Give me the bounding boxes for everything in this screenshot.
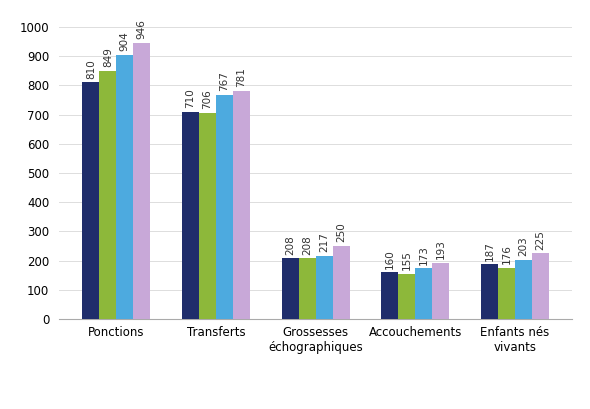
Bar (481, 264, 498, 319)
Bar (415, 268, 432, 319)
Text: 155: 155 (402, 250, 412, 270)
Bar (515, 260, 532, 319)
Bar (299, 258, 316, 319)
Text: 810: 810 (86, 59, 96, 79)
Text: 849: 849 (103, 47, 113, 67)
Bar (382, 272, 398, 319)
Text: 250: 250 (336, 223, 346, 243)
Text: 187: 187 (484, 241, 494, 261)
Text: 173: 173 (419, 245, 429, 265)
Text: 904: 904 (120, 31, 130, 52)
Bar (83, 82, 99, 319)
Bar (116, 55, 133, 319)
Text: 225: 225 (536, 230, 546, 250)
Bar (316, 256, 333, 319)
Bar (182, 112, 199, 319)
Text: 706: 706 (202, 90, 212, 109)
Text: 176: 176 (502, 244, 512, 264)
Bar (498, 267, 515, 319)
Bar (199, 113, 216, 319)
Text: 203: 203 (519, 236, 529, 256)
Bar (432, 263, 449, 319)
Bar (216, 95, 233, 319)
Bar (532, 253, 549, 319)
Text: 946: 946 (137, 19, 147, 39)
Text: 208: 208 (302, 235, 312, 255)
Bar (99, 71, 116, 319)
Text: 710: 710 (185, 88, 195, 108)
Bar (282, 258, 299, 319)
Bar (333, 246, 349, 319)
Text: 208: 208 (285, 235, 295, 255)
Bar (233, 91, 250, 319)
Text: 767: 767 (219, 72, 230, 92)
Text: 781: 781 (237, 67, 247, 88)
Text: 217: 217 (319, 232, 329, 252)
Text: 160: 160 (385, 249, 395, 269)
Bar (398, 274, 415, 319)
Text: 193: 193 (436, 239, 446, 259)
Bar (133, 43, 150, 319)
